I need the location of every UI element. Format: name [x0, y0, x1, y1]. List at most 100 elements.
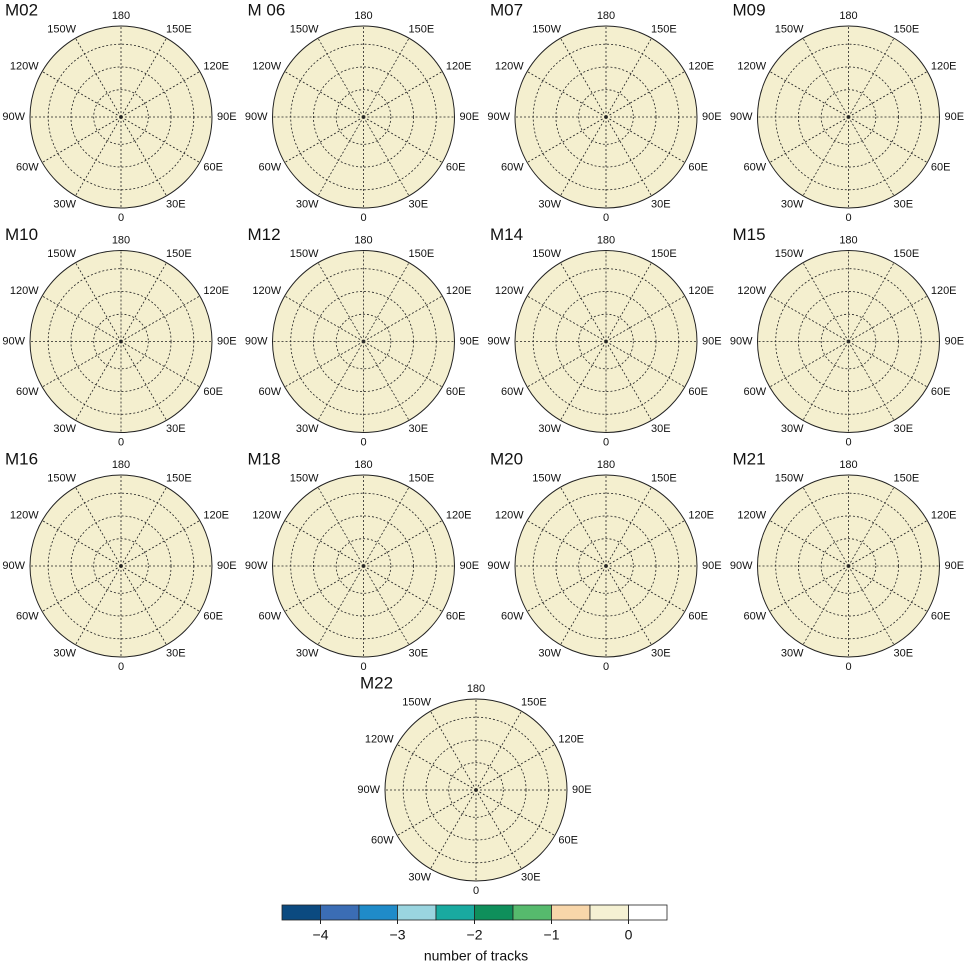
meridian [769, 565, 849, 612]
longitude-label: 90E [702, 560, 722, 572]
longitude-label: 180 [467, 683, 485, 695]
longitude-label: 60E [446, 161, 466, 173]
map-panel: 180 150E 120E 90E 60E 30E 0 30W 60W 90W 120W 150W M1… [730, 225, 964, 448]
longitude-label: 30W [296, 198, 319, 210]
longitude-label: 90W [2, 560, 25, 572]
latitude-circle [93, 313, 149, 370]
longitude-label: 150W [290, 248, 319, 260]
longitude-label: 30E [166, 647, 186, 659]
meridian [848, 341, 928, 388]
map-panel: 180 150E 120E 90E 60E 30E 0 30W 60W 90W 120W 150W M2… [357, 673, 591, 896]
longitude-label: 150E [166, 248, 192, 260]
longitude-label: 30E [651, 647, 671, 659]
meridian [605, 37, 652, 118]
colorbar-tick-label: −1 [544, 927, 560, 943]
longitude-label: 90E [460, 111, 480, 123]
meridian [120, 262, 167, 342]
meridian [769, 341, 849, 388]
longitude-label: 0 [360, 436, 366, 448]
colorbar-box [320, 904, 360, 921]
longitude-label: 120W [10, 60, 39, 72]
meridian [605, 71, 686, 118]
panel-title: M22 [360, 673, 393, 692]
map-panel: 180 150E 120E 90E 60E 30E 0 30W 60W 90W 120W 150W M1… [487, 225, 721, 448]
latitude-circle [798, 515, 899, 617]
longitude-label: 150W [775, 472, 804, 484]
meridian [526, 341, 607, 388]
meridian [284, 565, 364, 612]
longitude-label: 90W [487, 111, 510, 123]
colorbar-tick-label: −4 [313, 927, 329, 943]
panel-title: M07 [490, 0, 523, 19]
meridian [560, 262, 607, 342]
longitude-label: 180 [839, 234, 857, 246]
meridian [75, 341, 122, 421]
longitude-label: 30W [296, 647, 319, 659]
latitude-circle [313, 515, 414, 617]
longitude-label: 120E [558, 733, 584, 745]
longitude-label: 90W [2, 111, 25, 123]
meridian [605, 262, 652, 342]
longitude-label: 180 [354, 459, 372, 471]
meridian [317, 565, 364, 646]
meridian [848, 565, 928, 612]
longitude-label: 120E [203, 60, 229, 72]
latitude-circle [798, 291, 899, 392]
meridian [75, 37, 122, 118]
meridian [430, 789, 477, 870]
meridian [605, 520, 686, 567]
longitude-label: 90W [357, 784, 380, 796]
panel-title: M02 [5, 0, 38, 19]
colorbar-box [589, 904, 629, 921]
longitude-label: 90E [460, 560, 480, 572]
longitude-label: 30W [781, 647, 804, 659]
latitude-circle [70, 66, 172, 168]
colorbar-box [474, 904, 514, 921]
map-panel: 180 150E 120E 90E 60E 30E 0 30W 60W 90W 120W 150W M1… [245, 449, 479, 672]
longitude-label: 180 [354, 10, 372, 22]
longitude-label: 120E [931, 285, 957, 297]
colorbar-box [358, 904, 398, 921]
longitude-label: 60E [446, 610, 466, 622]
meridian [605, 295, 686, 342]
longitude-label: 30E [521, 871, 541, 883]
longitude-label: 90W [730, 335, 753, 347]
meridian [120, 486, 167, 567]
meridian [475, 789, 556, 836]
latitude-circle [578, 313, 634, 370]
longitude-label: 90W [245, 560, 268, 572]
longitude-label: 60E [203, 161, 223, 173]
latitude-circle [820, 313, 877, 370]
latitude-circle [555, 66, 657, 168]
longitude-label: 120E [203, 509, 229, 521]
longitude-label: 30E [894, 647, 914, 659]
longitude-label: 30W [53, 423, 76, 435]
meridian [120, 71, 201, 118]
latitude-circle [798, 66, 899, 168]
meridian [802, 341, 849, 421]
map-panel: 180 150E 120E 90E 60E 30E 0 30W 60W 90W 120W 150W M0… [487, 0, 721, 223]
longitude-label: 150E [409, 23, 435, 35]
longitude-label: 120E [446, 509, 472, 521]
longitude-label: 150W [775, 23, 804, 35]
longitude-label: 150E [521, 696, 547, 708]
meridian [430, 710, 477, 791]
longitude-label: 120E [203, 285, 229, 297]
longitude-label: 120W [495, 60, 524, 72]
longitude-label: 120W [495, 509, 524, 521]
meridian [317, 262, 364, 342]
latitude-circle [93, 538, 149, 594]
meridian [475, 710, 522, 791]
meridian [120, 341, 201, 388]
longitude-label: 120E [446, 60, 472, 72]
meridian [769, 116, 849, 163]
meridian [560, 37, 607, 118]
colorbar-label: number of tracks [424, 948, 528, 964]
longitude-label: 60E [688, 161, 708, 173]
meridian [363, 565, 443, 612]
longitude-label: 150W [532, 23, 561, 35]
longitude-label: 120W [495, 285, 524, 297]
longitude-label: 90E [945, 560, 965, 572]
meridian [802, 262, 849, 342]
meridian [848, 37, 895, 118]
